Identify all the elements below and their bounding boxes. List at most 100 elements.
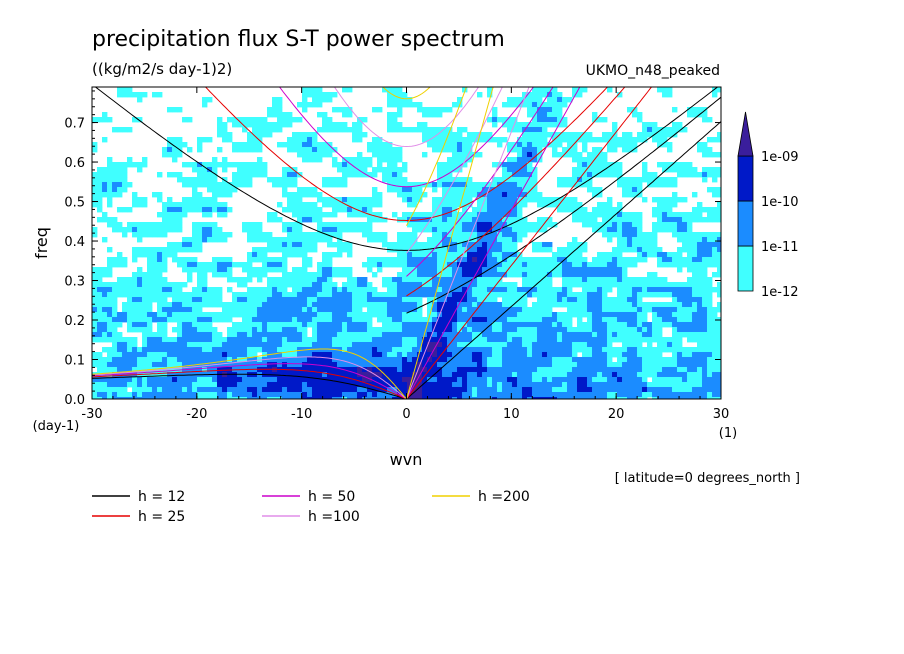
contour-cell bbox=[397, 342, 403, 348]
contour-cell bbox=[212, 332, 218, 338]
contour-cell bbox=[277, 377, 283, 383]
contour-cell bbox=[527, 152, 533, 158]
contour-cell bbox=[267, 107, 273, 113]
contour-cell bbox=[522, 217, 528, 223]
contour-cell bbox=[332, 182, 338, 188]
contour-cell bbox=[127, 222, 133, 228]
contour-cell bbox=[352, 227, 358, 233]
contour-cell bbox=[472, 357, 478, 363]
contour-cell bbox=[572, 167, 578, 173]
contour-cell bbox=[377, 297, 383, 303]
contour-cell bbox=[377, 267, 383, 273]
contour-cell bbox=[247, 342, 253, 348]
contour-cell bbox=[197, 342, 203, 348]
contour-cell bbox=[372, 312, 378, 318]
contour-cell bbox=[612, 267, 618, 273]
contour-cell bbox=[257, 317, 263, 323]
contour-cell bbox=[207, 382, 213, 388]
contour-cell bbox=[447, 222, 453, 228]
contour-cell bbox=[607, 352, 613, 358]
contour-cell bbox=[602, 172, 608, 178]
contour-cell bbox=[532, 117, 538, 123]
contour-cell bbox=[237, 377, 243, 383]
contour-cell bbox=[307, 317, 313, 323]
contour-cell bbox=[707, 257, 713, 263]
contour-cell bbox=[602, 252, 608, 258]
contour-cell bbox=[592, 302, 598, 308]
contour-cell bbox=[157, 192, 163, 198]
contour-cell bbox=[212, 337, 218, 343]
contour-cell bbox=[162, 342, 168, 348]
contour-cell bbox=[507, 252, 513, 258]
contour-cell bbox=[342, 177, 348, 183]
contour-cell bbox=[392, 97, 398, 103]
contour-cell bbox=[472, 277, 478, 283]
contour-cell bbox=[237, 307, 243, 313]
contour-cell bbox=[707, 342, 713, 348]
contour-cell bbox=[217, 297, 223, 303]
contour-cell bbox=[197, 182, 203, 188]
contour-cell bbox=[147, 297, 153, 303]
contour-cell bbox=[602, 207, 608, 213]
contour-cell bbox=[382, 172, 388, 178]
contour-cell bbox=[482, 207, 488, 213]
contour-cell bbox=[592, 262, 598, 268]
contour-cell bbox=[317, 232, 323, 238]
contour-cell bbox=[342, 287, 348, 293]
contour-cell bbox=[607, 377, 613, 383]
contour-cell bbox=[422, 267, 428, 273]
contour-cell bbox=[597, 282, 603, 288]
contour-cell bbox=[197, 282, 203, 288]
contour-cell bbox=[667, 367, 673, 373]
contour-cell bbox=[532, 227, 538, 233]
contour-cell bbox=[232, 262, 238, 268]
contour-cell bbox=[557, 152, 563, 158]
contour-cell bbox=[522, 357, 528, 363]
contour-cell bbox=[347, 367, 353, 373]
contour-cell bbox=[547, 142, 553, 148]
contour-cell bbox=[442, 357, 448, 363]
contour-cell bbox=[247, 357, 253, 363]
contour-cell bbox=[192, 352, 198, 358]
contour-cell bbox=[412, 127, 418, 133]
contour-cell bbox=[417, 302, 423, 308]
contour-cell bbox=[367, 227, 373, 233]
contour-cell bbox=[677, 267, 683, 273]
contour-cell bbox=[467, 217, 473, 223]
contour-cell bbox=[482, 352, 488, 358]
contour-cell bbox=[292, 357, 298, 363]
contour-cell bbox=[437, 362, 443, 368]
contour-cell bbox=[367, 162, 373, 168]
contour-cell bbox=[422, 242, 428, 248]
contour-cell bbox=[322, 212, 328, 218]
contour-cell bbox=[282, 322, 288, 328]
contour-cell bbox=[497, 332, 503, 338]
contour-cell bbox=[267, 177, 273, 183]
contour-cell bbox=[367, 142, 373, 148]
contour-cell bbox=[717, 372, 721, 378]
contour-cell bbox=[132, 232, 138, 238]
contour-cell bbox=[562, 372, 568, 378]
contour-cell bbox=[507, 122, 513, 128]
contour-cell bbox=[187, 162, 193, 168]
contour-cell bbox=[397, 257, 403, 263]
contour-cell bbox=[202, 262, 208, 268]
contour-cell bbox=[467, 232, 473, 238]
contour-cell bbox=[637, 242, 643, 248]
contour-cell bbox=[482, 257, 488, 263]
contour-cell bbox=[347, 307, 353, 313]
contour-cell bbox=[562, 342, 568, 348]
contour-cell bbox=[377, 107, 383, 113]
contour-cell bbox=[647, 122, 653, 128]
contour-cell bbox=[312, 287, 318, 293]
contour-cell bbox=[262, 327, 268, 333]
contour-cell bbox=[537, 337, 543, 343]
contour-cell bbox=[512, 372, 518, 378]
contour-cell bbox=[607, 362, 613, 368]
contour-cell bbox=[207, 297, 213, 303]
contour-cell bbox=[492, 207, 498, 213]
contour-cell bbox=[497, 192, 503, 198]
contour-cell bbox=[437, 182, 443, 188]
contour-cell bbox=[232, 292, 238, 298]
contour-cell bbox=[322, 317, 328, 323]
